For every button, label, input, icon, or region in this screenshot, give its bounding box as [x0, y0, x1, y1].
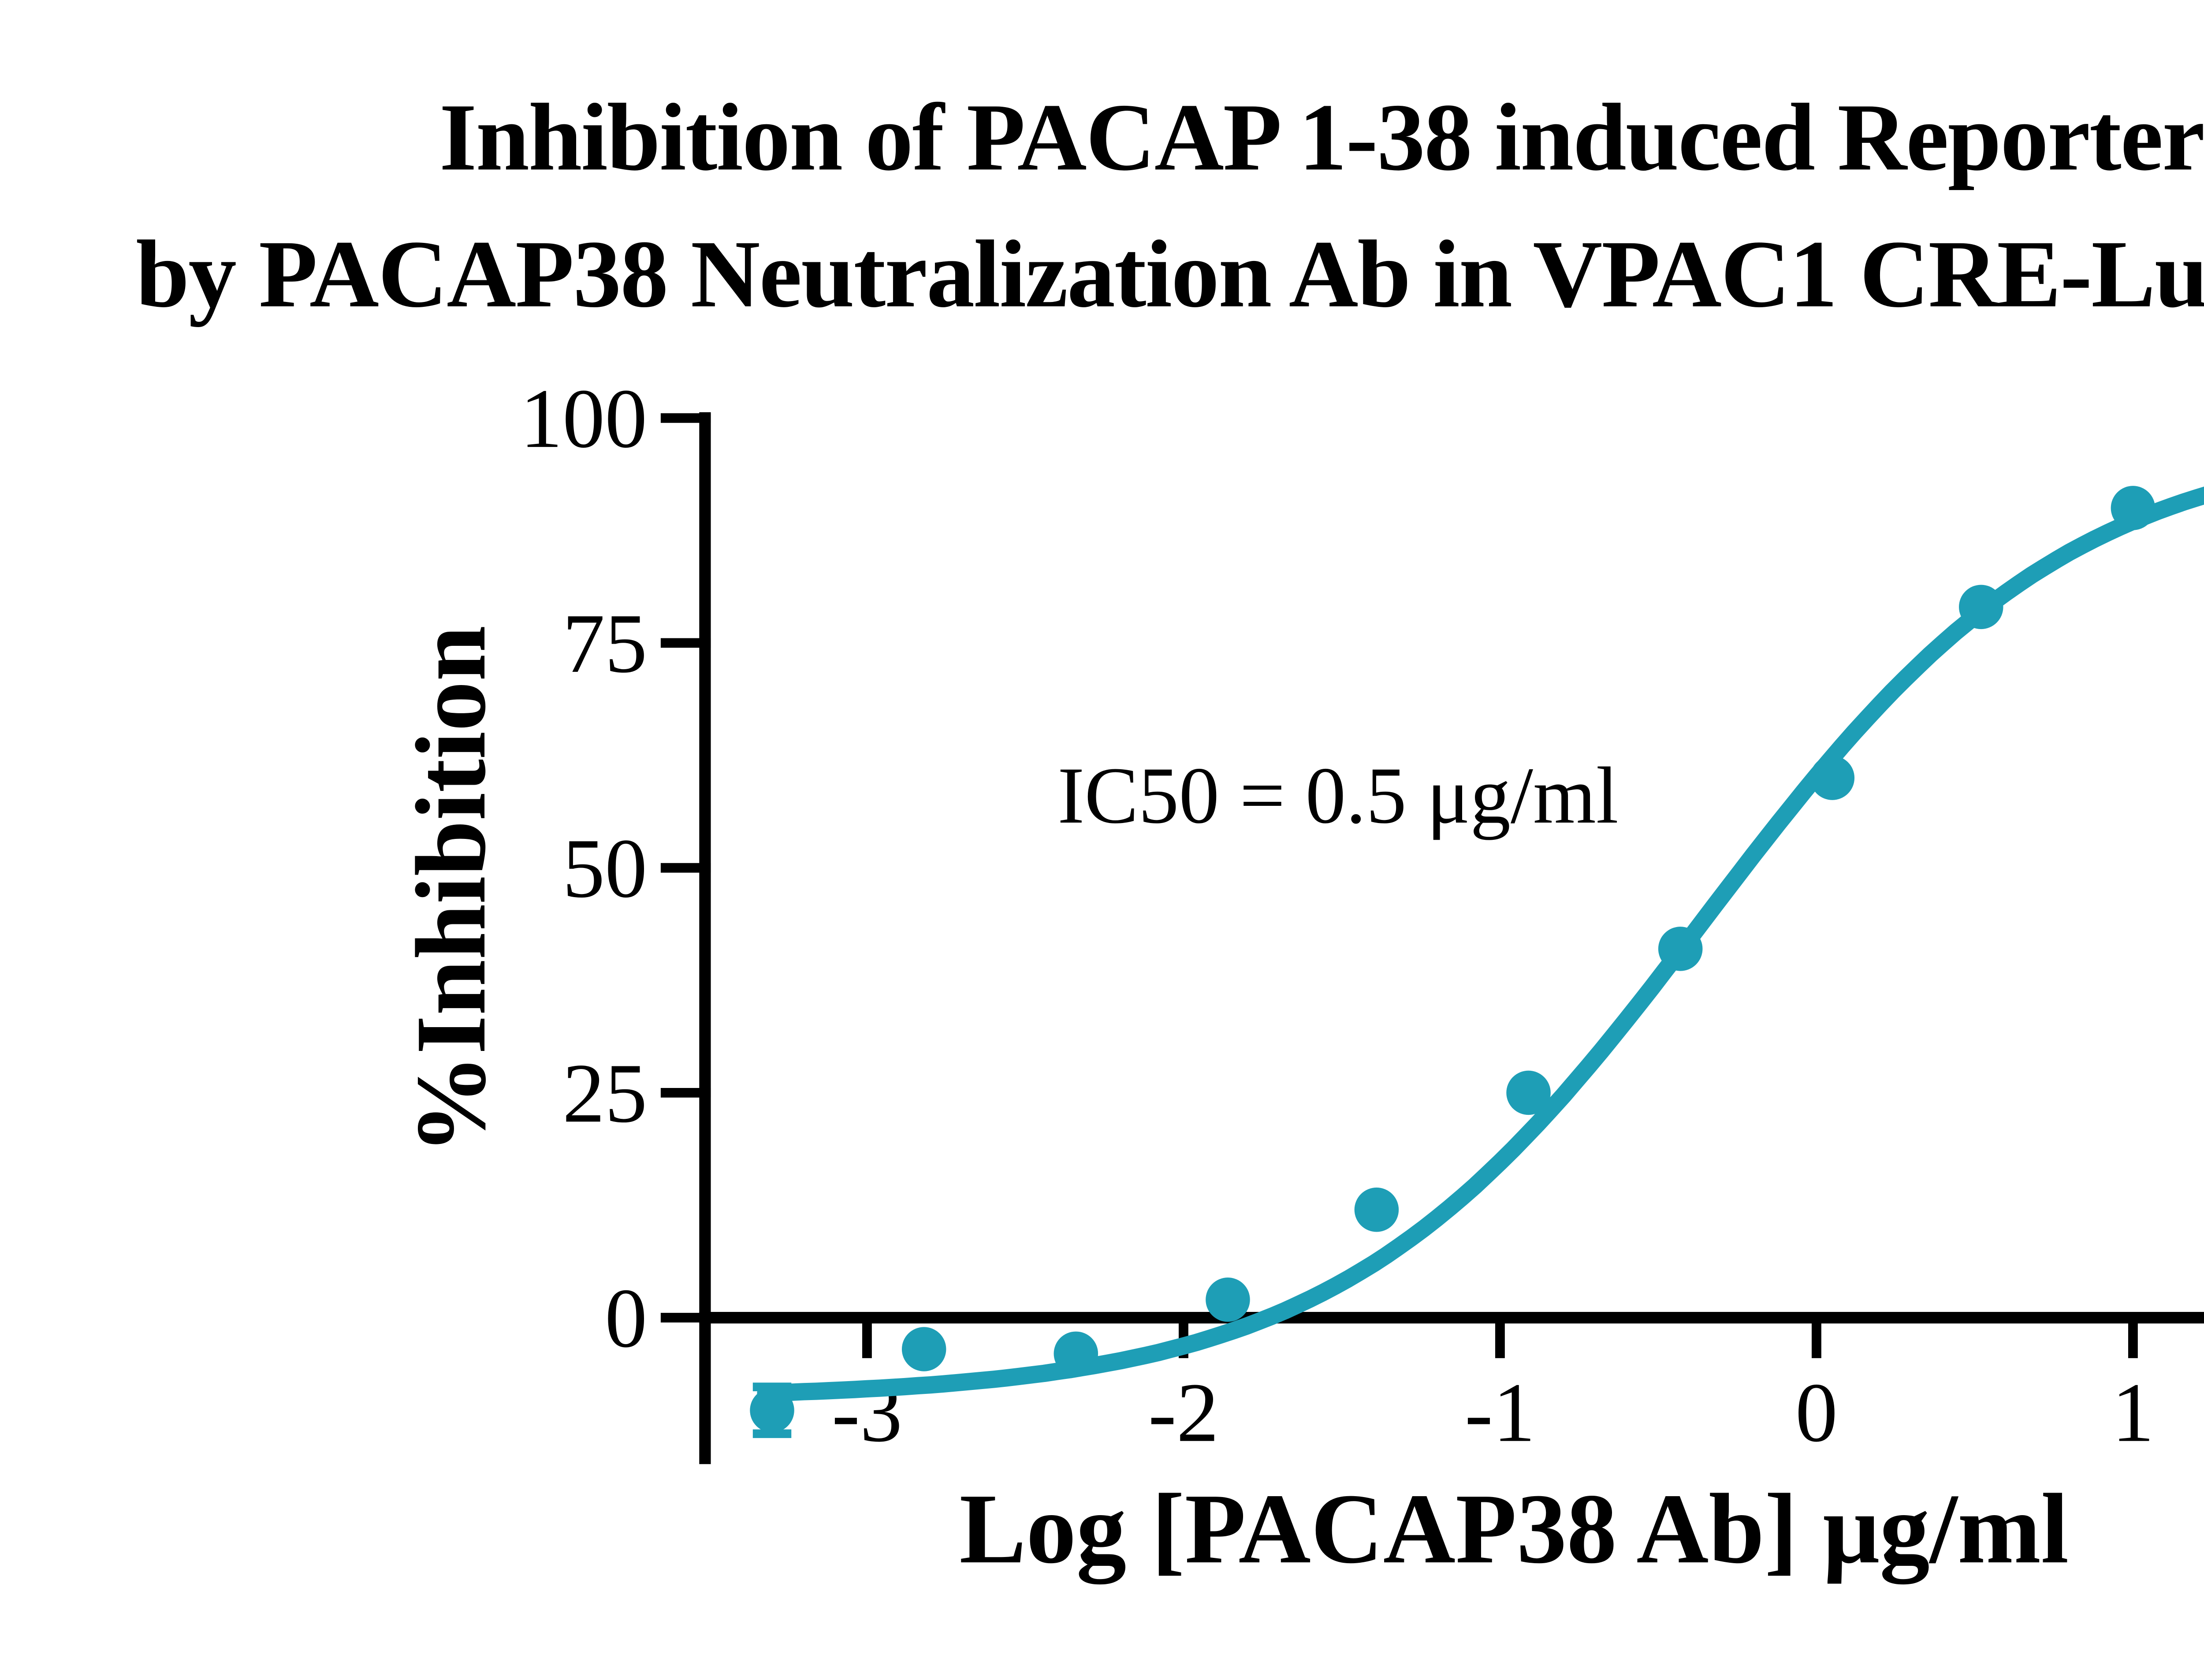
data-point — [1506, 1070, 1551, 1115]
x-tick-label: -1 — [1465, 1366, 1535, 1460]
y-tick-label: 25 — [562, 1046, 647, 1140]
ic50-annotation: IC50 = 0.5 μg/ml — [1057, 753, 1619, 842]
chart-title: Inhibition of PACAP 1-38 induced Reporte… — [0, 69, 2204, 343]
fit-curve — [757, 486, 2204, 1402]
y-axis-title: %Inhibition — [398, 625, 508, 1155]
data-point — [1959, 585, 2003, 630]
data-point — [1206, 1278, 1250, 1322]
data-point — [1054, 1331, 1098, 1376]
y-tick-label: 100 — [520, 372, 647, 466]
chart-title-line2: by PACAP38 Neutralization Ab in VPAC1 CR… — [136, 220, 2204, 328]
y-tick-label: 50 — [562, 821, 647, 915]
data-point — [750, 1388, 794, 1433]
x-axis-title: Log [PACAP38 Ab] μg/ml — [959, 1475, 2069, 1586]
chart-title-line1: Inhibition of PACAP 1-38 induced Reporte… — [439, 82, 2204, 191]
x-tick-label: -2 — [1148, 1366, 1219, 1460]
y-tick-label: 0 — [605, 1271, 647, 1365]
data-point — [1810, 756, 1855, 800]
data-point — [1354, 1187, 1399, 1232]
x-tick-label: 0 — [1795, 1366, 1838, 1460]
data-point — [1658, 927, 1703, 971]
data-point — [901, 1327, 946, 1371]
y-tick-label: 75 — [562, 596, 647, 690]
x-tick-label: 1 — [2112, 1366, 2154, 1460]
data-point — [2111, 486, 2156, 530]
